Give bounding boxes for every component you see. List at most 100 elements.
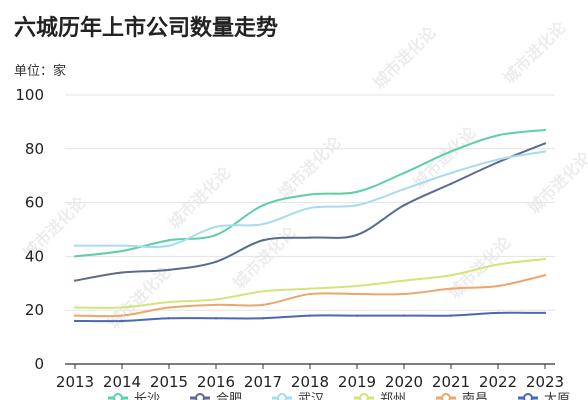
data-point [308,193,312,196]
watermark-text: 城市进化论 [164,162,235,233]
data-point [402,314,406,317]
data-point [543,257,547,261]
data-point [261,222,265,226]
y-tick-label: 40 [25,247,44,265]
data-point [214,233,218,237]
x-tick-label: 2022 [479,373,517,391]
x-tick-label: 2023 [526,373,564,391]
data-point [73,306,77,309]
data-point [120,249,124,253]
data-point [261,204,265,207]
data-point [496,161,500,164]
data-point [402,204,406,207]
legend-marker [277,393,287,400]
watermark-text: 城市进化论 [369,22,440,93]
legend-marker [195,393,205,400]
legend-label: 长沙 [134,392,160,400]
unit-label: 单位：家 [14,64,67,79]
data-point [355,284,359,288]
x-tick-label: 2013 [56,373,94,391]
data-point [496,158,500,161]
watermark-text: 城市进化论 [499,17,570,88]
data-point [449,150,453,153]
x-tick-label: 2018 [291,373,329,391]
x-tick-label: 2015 [150,373,188,391]
data-point [496,311,500,315]
data-point [120,306,124,309]
data-point [355,233,359,237]
data-point [355,190,359,194]
watermark-text: 城市进化论 [444,232,515,303]
data-point [167,268,171,272]
data-point [261,290,265,293]
data-point [214,260,218,263]
watermark-text: 城市进化论 [274,132,345,203]
data-point [308,287,312,290]
data-point [214,225,218,229]
data-point [308,292,312,296]
data-point [308,236,312,239]
x-tick-label: 2016 [197,373,235,391]
data-point [355,204,359,207]
y-tick-label: 100 [15,86,44,104]
x-tick-label: 2017 [244,373,282,391]
y-tick-label: 80 [25,140,44,158]
data-point [543,274,547,277]
data-point [543,142,547,145]
data-point [261,303,265,307]
data-point [543,128,547,132]
data-point [543,150,547,153]
series-line-5 [74,311,546,323]
data-point [120,319,124,323]
legend-label: 武汉 [298,392,324,400]
watermark-text: 城市进化论 [229,222,300,293]
y-tick-label: 60 [25,194,44,212]
data-point [449,274,453,277]
data-point [73,244,77,247]
data-point [167,239,171,242]
data-point [402,187,406,191]
data-point [167,306,171,309]
legend-marker [359,393,369,400]
data-point [449,182,453,185]
x-tick-label: 2019 [338,373,376,391]
data-point [355,292,359,296]
data-point [73,255,77,258]
data-point [496,263,500,266]
legend-label: 太原 [544,392,570,400]
x-tick-label: 2020 [385,373,423,391]
data-point [73,319,77,323]
watermark-text: 城市进化论 [524,147,588,218]
legend-label: 合肥 [216,392,242,400]
legend-label: 南昌 [462,391,488,400]
data-point [496,284,500,288]
data-point [308,206,312,210]
data-point [402,171,406,175]
data-point [214,303,218,307]
x-tick-label: 2021 [432,373,470,391]
data-point [73,279,77,282]
chart-title: 六城历年上市公司数量走势 [14,16,279,41]
data-point [496,134,500,137]
data-point [120,244,124,247]
y-tick-label: 0 [34,355,44,373]
data-point [73,314,77,317]
legend-marker [441,393,451,400]
data-point [449,171,453,175]
data-point [120,271,124,274]
data-point [402,292,406,296]
data-point [449,314,453,317]
watermark-text: 城市进化论 [409,122,480,193]
data-point [214,317,218,320]
data-point [167,317,171,320]
legend-marker [523,393,533,400]
data-point [167,244,171,247]
data-point [120,314,124,317]
data-point [308,314,312,317]
data-point [214,298,218,301]
x-tick-label: 2014 [103,373,141,391]
legend-marker [113,393,123,400]
data-point [261,317,265,320]
